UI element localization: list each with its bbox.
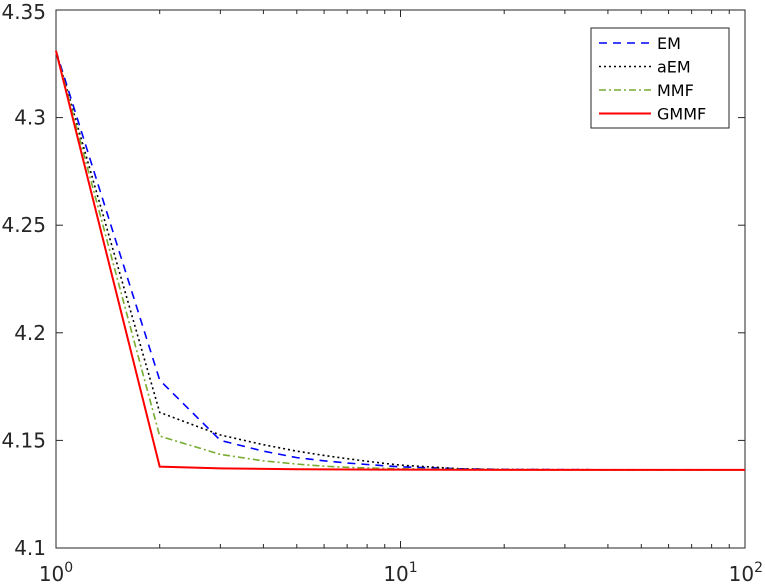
x-tick-labels: 100 101 102 bbox=[39, 560, 763, 585]
x-tick-label: 101 bbox=[383, 560, 417, 585]
y-tick-labels: 4.1 4.15 4.2 4.25 4.3 4.35 bbox=[1, 0, 46, 560]
legend-label-aem: aEM bbox=[657, 58, 691, 77]
x-tick-label-base: 10 bbox=[383, 562, 408, 585]
legend-label-mmf: MMF bbox=[657, 81, 694, 100]
legend-label-em: EM bbox=[657, 34, 681, 53]
series-line-mmf bbox=[55, 50, 745, 471]
series-line-gmmf bbox=[55, 50, 745, 471]
x-tick-label-exponent: 1 bbox=[409, 560, 418, 576]
legend-box bbox=[590, 27, 730, 129]
x-tick-label-exponent: 0 bbox=[64, 560, 73, 576]
x-tick-label-exponent: 2 bbox=[754, 560, 763, 576]
x-tick-label: 102 bbox=[729, 560, 763, 585]
series-line-aem bbox=[55, 50, 745, 471]
legend-label-gmmf: GMMF bbox=[657, 105, 706, 124]
y-tick-label: 4.35 bbox=[1, 0, 46, 24]
y-tick-label: 4.1 bbox=[14, 536, 46, 560]
x-tick-label-base: 10 bbox=[39, 562, 64, 585]
legend-items: EM aEM MMF GMMF bbox=[599, 34, 706, 124]
x-tick-label: 100 bbox=[39, 560, 73, 585]
tick-layer bbox=[55, 9, 746, 549]
x-tick-label-base: 10 bbox=[729, 562, 754, 585]
series-layer bbox=[55, 50, 745, 471]
y-tick-label: 4.3 bbox=[14, 106, 46, 130]
legend: EM aEM MMF GMMF bbox=[590, 27, 730, 129]
y-tick-label: 4.25 bbox=[1, 213, 46, 237]
y-tick-label: 4.2 bbox=[14, 321, 46, 345]
y-tick-label: 4.15 bbox=[1, 428, 46, 452]
